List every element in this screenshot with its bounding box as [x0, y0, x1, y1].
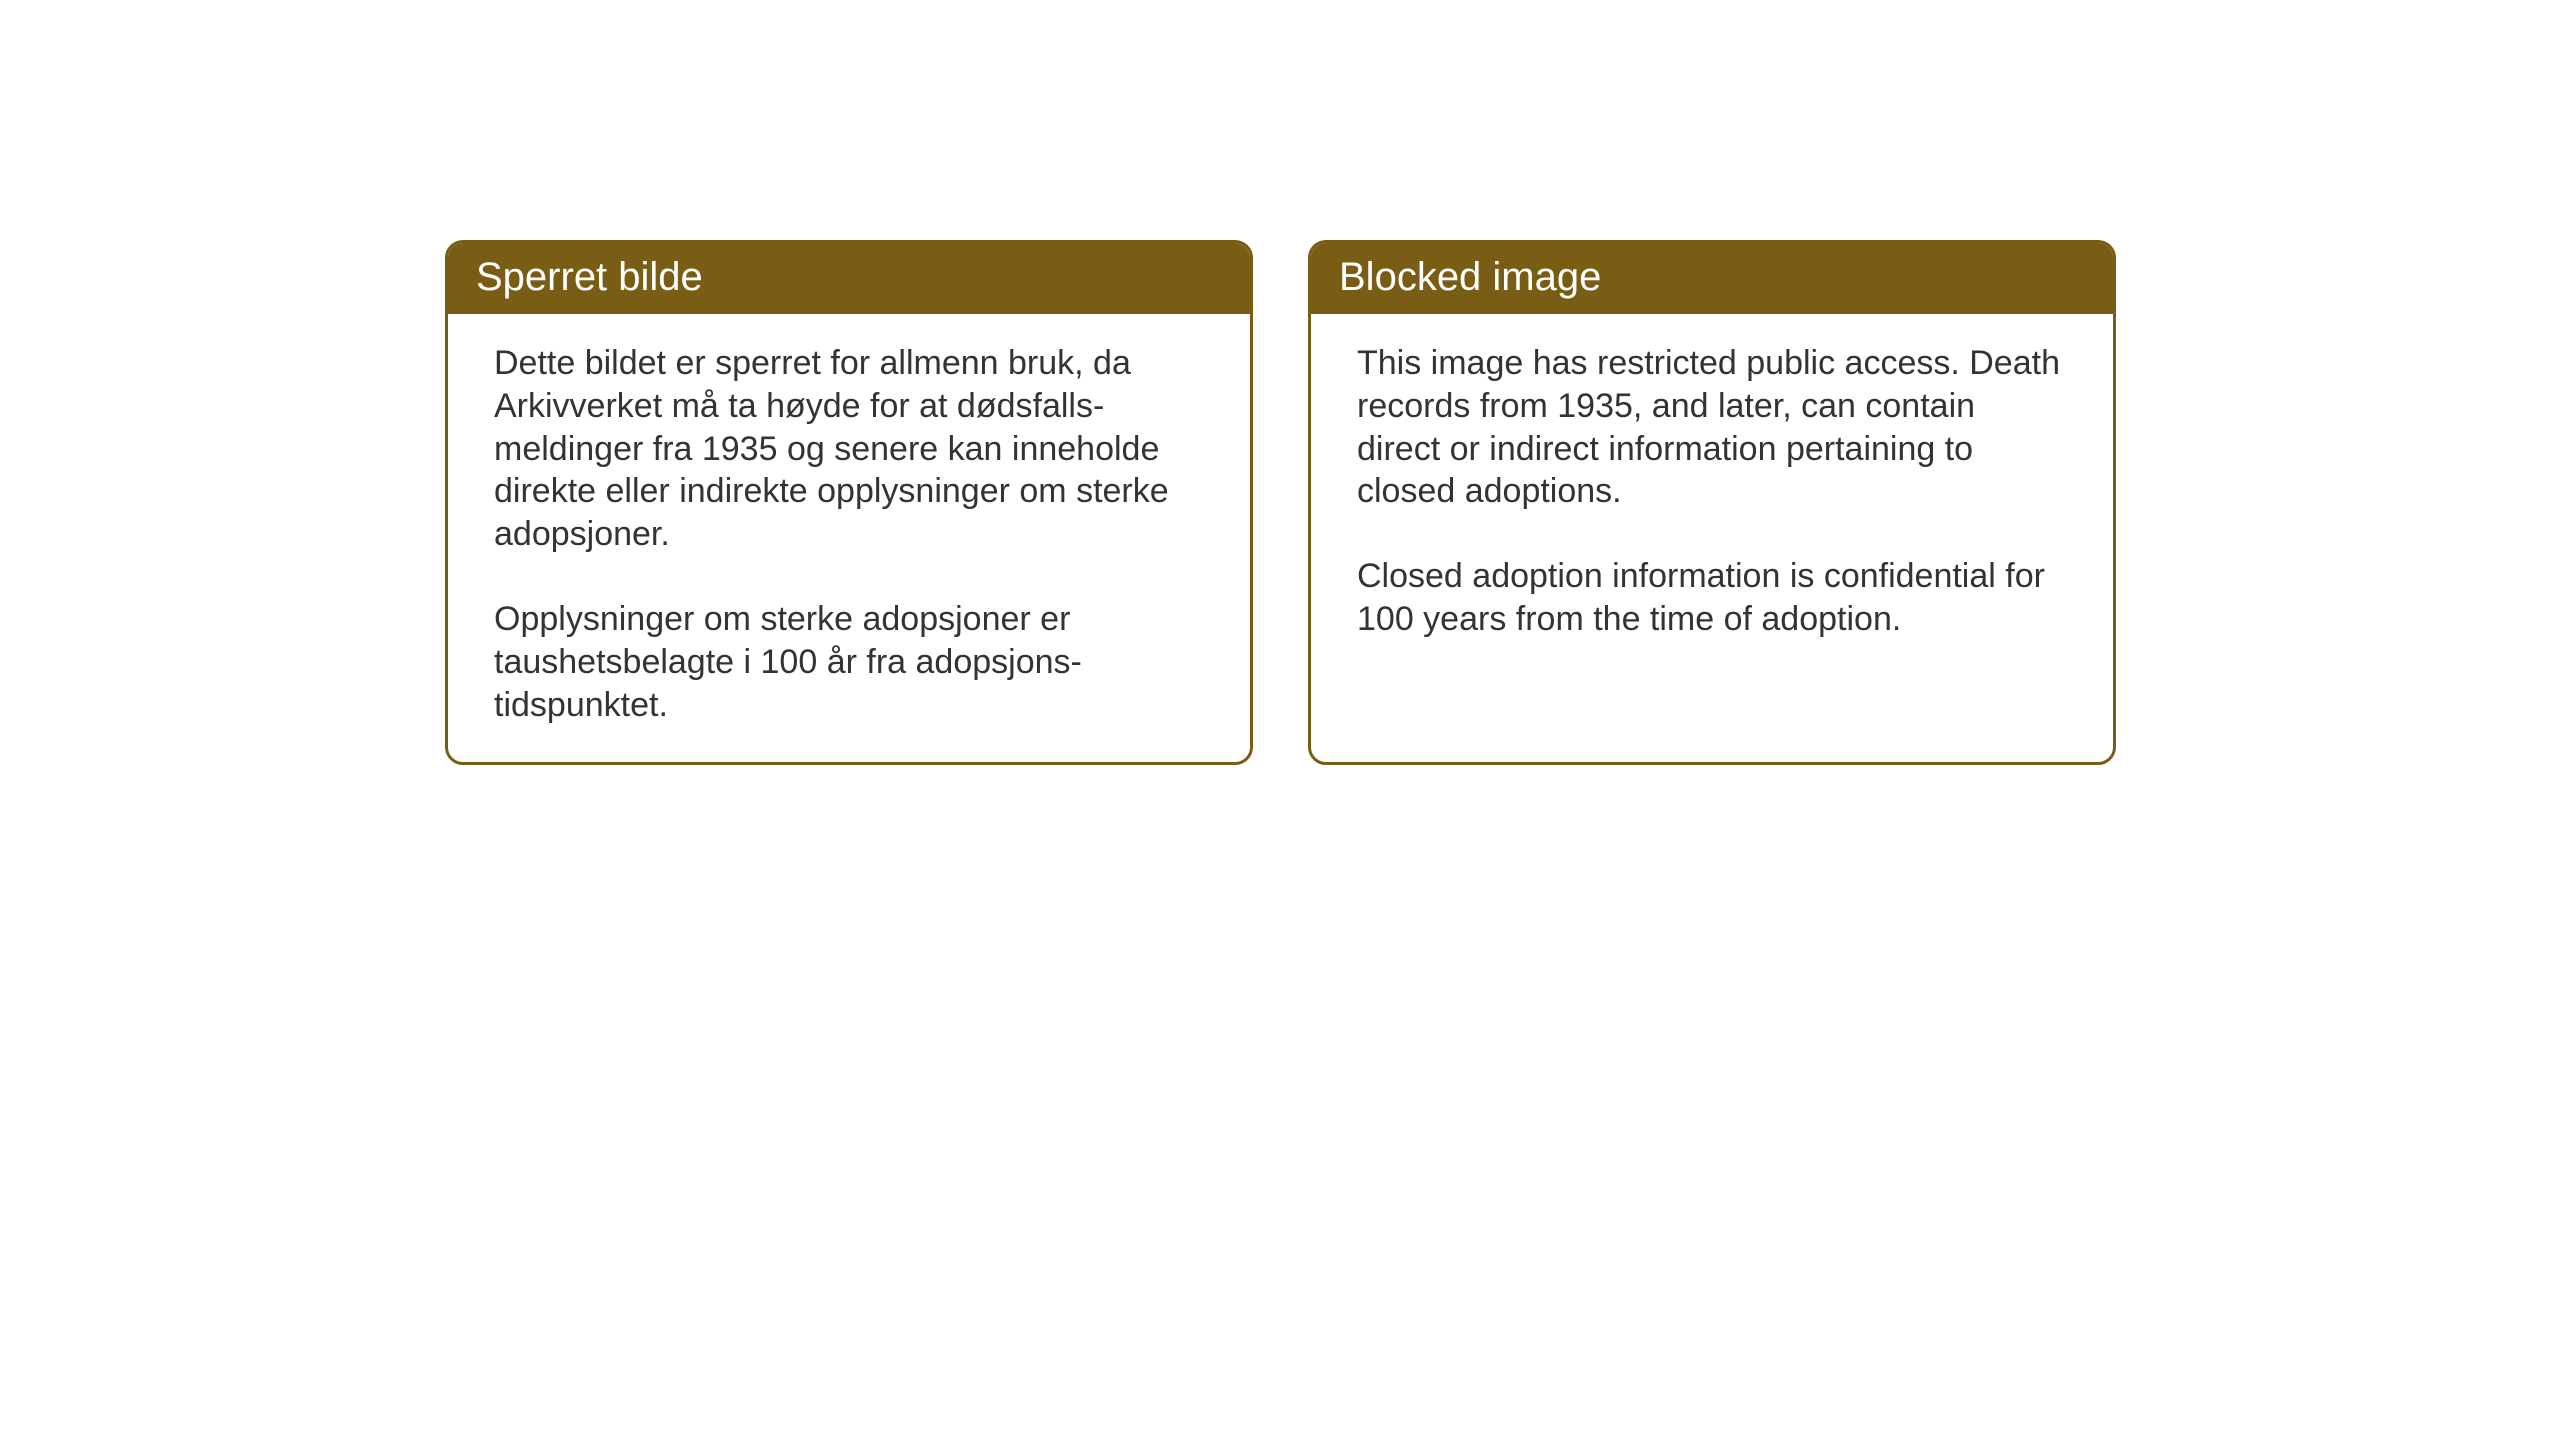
notice-text-paragraph: Closed adoption information is confident…	[1357, 555, 2067, 641]
notice-header-norwegian: Sperret bilde	[448, 243, 1250, 314]
notice-text-paragraph: This image has restricted public access.…	[1357, 342, 2067, 513]
notice-panel-norwegian: Sperret bilde Dette bildet er sperret fo…	[445, 240, 1253, 765]
notice-body-english: This image has restricted public access.…	[1311, 314, 2113, 722]
notice-container: Sperret bilde Dette bildet er sperret fo…	[445, 240, 2116, 765]
notice-panel-english: Blocked image This image has restricted …	[1308, 240, 2116, 765]
notice-header-english: Blocked image	[1311, 243, 2113, 314]
notice-text-paragraph: Dette bildet er sperret for allmenn bruk…	[494, 342, 1204, 556]
notice-body-norwegian: Dette bildet er sperret for allmenn bruk…	[448, 314, 1250, 762]
notice-text-paragraph: Opplysninger om sterke adopsjoner er tau…	[494, 598, 1204, 726]
